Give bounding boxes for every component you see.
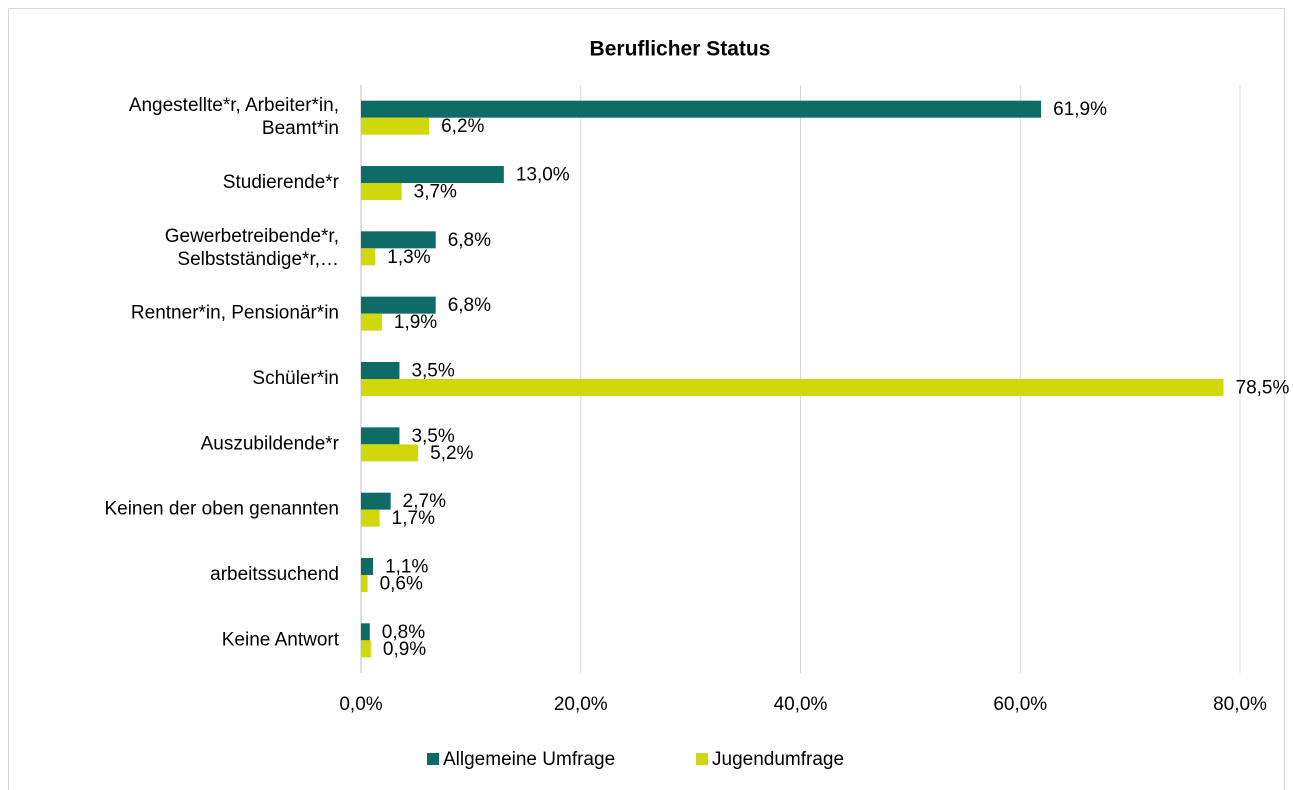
bar [361,117,430,135]
data-label: 0,8% [382,622,425,643]
data-label: 0,6% [380,574,423,595]
y-tick-label: Gewerbetreibende*r, Selbstständige*r,… [165,226,339,270]
data-label: 5,2% [430,443,473,464]
data-label: 6,8% [448,230,491,251]
bar [361,231,436,249]
bar [361,379,1224,396]
bar [361,100,1042,118]
data-label: 78,5% [1236,378,1290,399]
bar [361,444,419,462]
y-tick-label: Rentner*in, Pensionär*in [131,303,339,324]
data-label: 1,7% [392,508,435,529]
bar [361,313,382,331]
data-label: 1,3% [387,247,430,268]
x-tick-label: 80,0% [1213,694,1267,715]
x-tick-label: 20,0% [554,694,608,715]
bar [361,427,400,445]
bar [361,575,368,592]
y-tick-label: Keinen der oben genannten [104,499,339,520]
y-tick-label: arbeitssuchend [210,564,339,585]
data-label: 3,5% [411,426,454,447]
bar [361,166,504,183]
x-tick-label: 40,0% [774,694,828,715]
bar [361,509,380,527]
data-label: 6,2% [441,116,484,137]
x-tick-label: 0,0% [339,694,382,715]
data-label: 2,7% [403,491,446,512]
chart-title: Beruflicher Status [590,38,771,61]
bar [361,623,370,641]
bar [361,558,374,575]
bar [361,296,436,314]
bar [361,183,402,200]
data-label: 6,8% [448,295,491,316]
y-tick-label: Schüler*in [252,368,339,389]
bar [361,640,371,658]
legend-label: Jugendumfrage [712,749,844,770]
data-label: 1,1% [385,557,428,578]
bar [361,248,376,266]
bar [361,362,400,379]
y-tick-label: Studierende*r [223,172,340,193]
data-label: 1,9% [394,312,437,333]
y-tick-label: Auszubildende*r [201,433,340,454]
data-label: 0,9% [383,639,426,660]
legend-swatch [696,753,708,765]
data-label: 13,0% [516,165,570,186]
legend-swatch [427,753,439,765]
data-label: 61,9% [1053,99,1107,120]
legend-label: Allgemeine Umfrage [443,749,615,770]
y-tick-label: Angestellte*r, Arbeiter*in, Beamt*in [129,95,339,139]
chart-border [8,8,1285,790]
y-tick-label: Keine Antwort [222,629,340,650]
data-label: 3,7% [414,182,457,203]
data-label: 3,5% [411,361,454,382]
bar [361,492,391,510]
x-tick-label: 60,0% [993,694,1047,715]
